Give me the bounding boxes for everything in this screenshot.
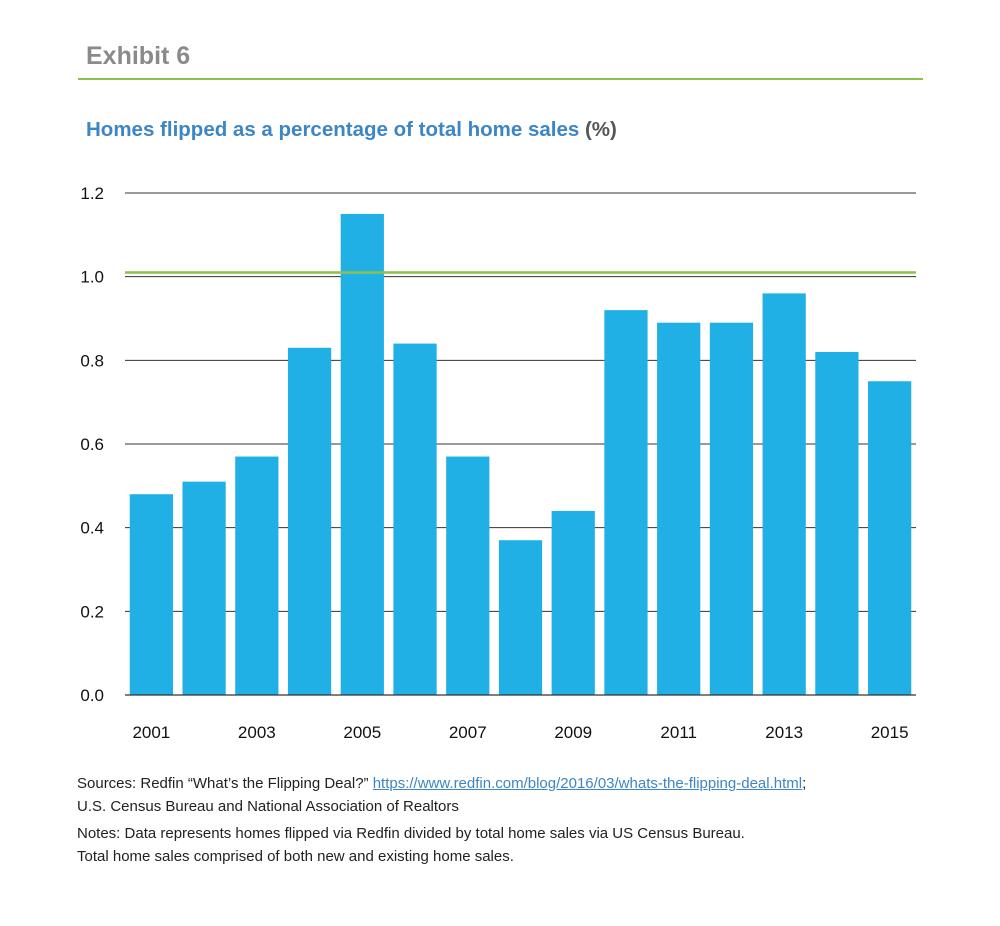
y-tick-label: 0.6 (80, 435, 104, 454)
bar (393, 343, 437, 695)
y-tick-label: 1.0 (80, 268, 104, 287)
bar (498, 540, 543, 695)
bar (182, 481, 226, 695)
bar (709, 322, 754, 695)
bar (604, 310, 648, 695)
y-tick-label: 0.8 (80, 351, 104, 370)
sources-prefix: Sources: Redfin “What’s the Flipping Dea… (77, 775, 373, 792)
x-tick-label: 2013 (765, 723, 803, 742)
bar (868, 381, 912, 695)
x-tick-label: 2001 (132, 723, 170, 742)
bar (446, 456, 490, 695)
sources-line-2: U.S. Census Bureau and National Associat… (77, 798, 459, 815)
y-tick-label: 0.0 (80, 686, 104, 705)
chart-title-unit: (%) (584, 118, 617, 141)
notes-line-2: Total home sales comprised of both new a… (77, 848, 514, 865)
chart-footnotes: Sources: Redfin “What’s the Flipping Dea… (77, 772, 977, 868)
x-tick-label: 2009 (554, 723, 592, 742)
x-tick-label: 2003 (238, 723, 276, 742)
x-tick-label: 2007 (449, 723, 487, 742)
exhibit-divider (78, 78, 923, 80)
chart-title-main: Homes flipped as a percentage of total h… (86, 118, 580, 141)
x-tick-label: 2011 (660, 723, 697, 742)
chart-bars (129, 213, 912, 695)
bar-chart: 0.00.20.40.60.81.01.2 2001 2003 2005 2007 20… (80, 184, 916, 742)
bar (551, 510, 595, 695)
bar (129, 494, 173, 695)
bar (287, 347, 332, 695)
sources-suffix: ; (802, 775, 807, 792)
notes-line-1: Notes: Data represents homes flipped via… (77, 825, 745, 842)
x-tick-label: 2005 (343, 723, 381, 742)
bar (235, 456, 279, 695)
y-tick-label: 0.4 (80, 519, 104, 538)
x-axis-tick-labels: 2001 2003 2005 2007 2009 2011 2013 2015 (132, 723, 908, 742)
bar (340, 213, 384, 695)
y-tick-label: 1.2 (80, 184, 104, 203)
y-axis-tick-labels: 0.0 0.2 0.4 0.6 0.8 1.0 1.2 (80, 184, 104, 705)
sources-link[interactable]: https://www.redfin.com/blog/2016/03/what… (372, 775, 803, 792)
bar (657, 322, 701, 695)
bar (815, 351, 859, 695)
exhibit-label: Exhibit 6 (86, 42, 191, 70)
x-tick-label: 2015 (871, 723, 909, 742)
sources-line: Sources: Redfin “What’s the Flipping Dea… (77, 772, 977, 795)
chart-title: Homes flipped as a percentage of total h… (86, 118, 617, 142)
bar (762, 293, 806, 695)
y-tick-label: 0.2 (80, 602, 104, 621)
